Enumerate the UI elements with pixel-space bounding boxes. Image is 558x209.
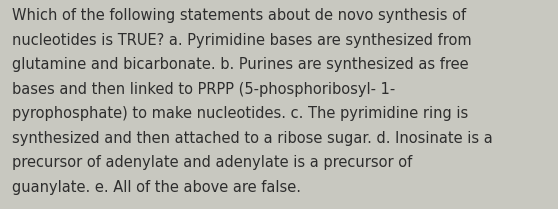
Text: pyrophosphate) to make nucleotides. c. The pyrimidine ring is: pyrophosphate) to make nucleotides. c. T… xyxy=(12,106,469,121)
Text: glutamine and bicarbonate. b. Purines are synthesized as free: glutamine and bicarbonate. b. Purines ar… xyxy=(12,57,469,72)
Text: guanylate. e. All of the above are false.: guanylate. e. All of the above are false… xyxy=(12,180,301,195)
Text: bases and then linked to PRPP (5-phosphoribosyl- 1-: bases and then linked to PRPP (5-phospho… xyxy=(12,82,396,97)
Text: nucleotides is TRUE? a. Pyrimidine bases are synthesized from: nucleotides is TRUE? a. Pyrimidine bases… xyxy=(12,33,472,48)
Text: precursor of adenylate and adenylate is a precursor of: precursor of adenylate and adenylate is … xyxy=(12,155,412,170)
Text: Which of the following statements about de novo synthesis of: Which of the following statements about … xyxy=(12,8,466,23)
Text: synthesized and then attached to a ribose sugar. d. Inosinate is a: synthesized and then attached to a ribos… xyxy=(12,131,493,146)
